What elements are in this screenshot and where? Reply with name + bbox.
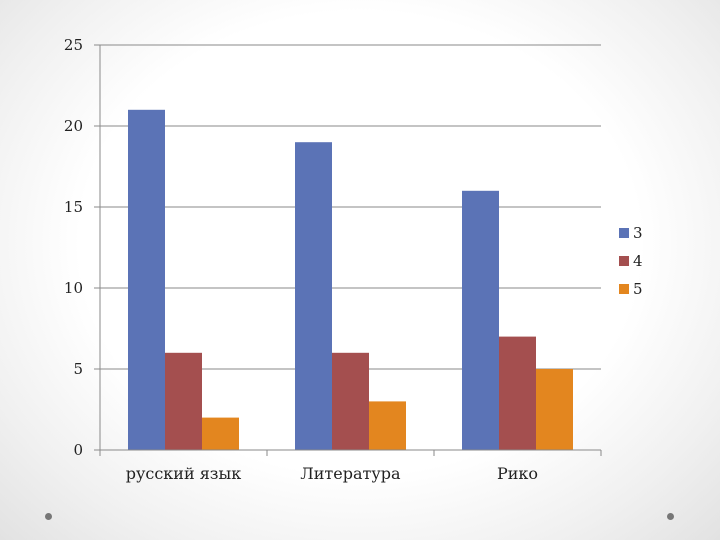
y-tick-label: 0 (73, 441, 83, 459)
bar-5 (369, 401, 406, 450)
gridlines (100, 44, 601, 370)
y-tick-label: 10 (64, 279, 83, 297)
bar-5 (202, 417, 239, 450)
bar-3 (462, 190, 499, 451)
bar-5 (536, 369, 573, 450)
right-bullet-dot-icon (667, 513, 674, 520)
legend-swatch (619, 284, 629, 294)
y-axis-ticks: 0 5 10 15 20 25 (64, 36, 83, 459)
bar-3 (295, 142, 332, 450)
legend: 3 4 5 (619, 224, 643, 298)
y-tick-label: 25 (64, 36, 83, 54)
x-category-label: Литература (300, 464, 401, 483)
bar-4 (499, 336, 536, 450)
legend-label: 3 (633, 224, 643, 242)
bars (128, 109, 573, 451)
y-tick-label: 20 (64, 117, 83, 135)
legend-label: 4 (633, 252, 643, 270)
bar-4 (332, 352, 369, 450)
legend-label: 5 (633, 280, 643, 298)
legend-swatch (619, 256, 629, 266)
bar-4 (165, 352, 202, 450)
y-tick-label: 15 (64, 198, 83, 216)
x-category-label: русский язык (126, 464, 242, 483)
bar-3 (128, 109, 165, 451)
x-category-label: Рико (497, 464, 538, 483)
left-bullet-dot-icon (45, 513, 52, 520)
axes (94, 44, 602, 456)
x-axis-categories: русский язык Литература Рико (126, 464, 538, 483)
y-tick-label: 5 (73, 360, 83, 378)
legend-swatch (619, 228, 629, 238)
